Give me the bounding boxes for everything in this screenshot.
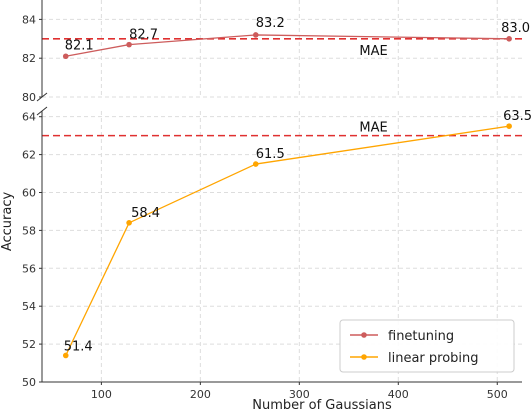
- data-label: 58.4: [131, 206, 160, 221]
- legend-entry: linear probing: [388, 351, 479, 366]
- data-label: 82.1: [65, 38, 94, 53]
- data-point: [126, 41, 132, 48]
- y-tick-label: 52: [22, 338, 36, 351]
- x-tick-label: 100: [91, 388, 112, 401]
- legend-box: [339, 319, 515, 373]
- x-tick-label: 500: [487, 388, 508, 401]
- y-tick-label: 84: [22, 13, 36, 26]
- legend-swatch-marker: [361, 354, 367, 360]
- axis-break-mark: [36, 106, 48, 116]
- data-label: 83.0: [501, 21, 530, 36]
- axes: 80 82 84 50 52 54 56 58 60 62 64 100 200 300 400 500 Num…: [0, 0, 522, 413]
- legend-entry: finetuning: [388, 329, 454, 344]
- data-label: 82.7: [129, 28, 158, 43]
- x-axis-title: Number of Gaussians: [252, 398, 392, 413]
- data-point: [506, 123, 512, 129]
- data-point: [252, 32, 259, 38]
- grid-layer: [42, 0, 522, 383]
- data-point: [126, 220, 132, 226]
- y-tick-label: 62: [22, 149, 36, 162]
- x-tick-label: 200: [190, 388, 211, 401]
- data-point: [62, 53, 69, 60]
- y-tick-label: 60: [22, 186, 36, 199]
- mae-label: MAE: [359, 121, 387, 136]
- y-tick-label: 56: [22, 262, 36, 275]
- data-point: [62, 352, 69, 359]
- y-tick-label: 64: [22, 111, 36, 124]
- y-axis-title: Accuracy: [0, 192, 15, 252]
- series-line-finetuning: [65, 34, 510, 57]
- data-label: 83.2: [256, 16, 285, 31]
- x-tick-label: 400: [388, 388, 409, 401]
- y-tick-label: 54: [22, 300, 36, 313]
- data-label: 63.5: [503, 109, 532, 124]
- legend-swatch-marker: [361, 332, 367, 338]
- series-layer: [62, 32, 512, 359]
- y-tick-label: 80: [22, 91, 36, 104]
- data-labels: 82.1 82.7 83.2 83.0 51.4 58.4 61.5 63.5: [64, 16, 532, 355]
- y-tick-label: 82: [22, 52, 36, 65]
- data-label: 61.5: [256, 147, 285, 162]
- y-tick-label: 58: [22, 224, 36, 237]
- mae-label: MAE: [359, 44, 387, 59]
- data-label: 51.4: [64, 339, 93, 354]
- reference-lines: MAE MAE: [42, 37, 522, 137]
- legend: finetuning linear probing: [339, 319, 515, 373]
- y-tick-label: 50: [22, 376, 36, 389]
- series-line-linear-probing: [65, 125, 510, 356]
- x-tick-label: 300: [289, 388, 310, 401]
- data-point: [252, 161, 259, 167]
- data-point: [506, 36, 512, 42]
